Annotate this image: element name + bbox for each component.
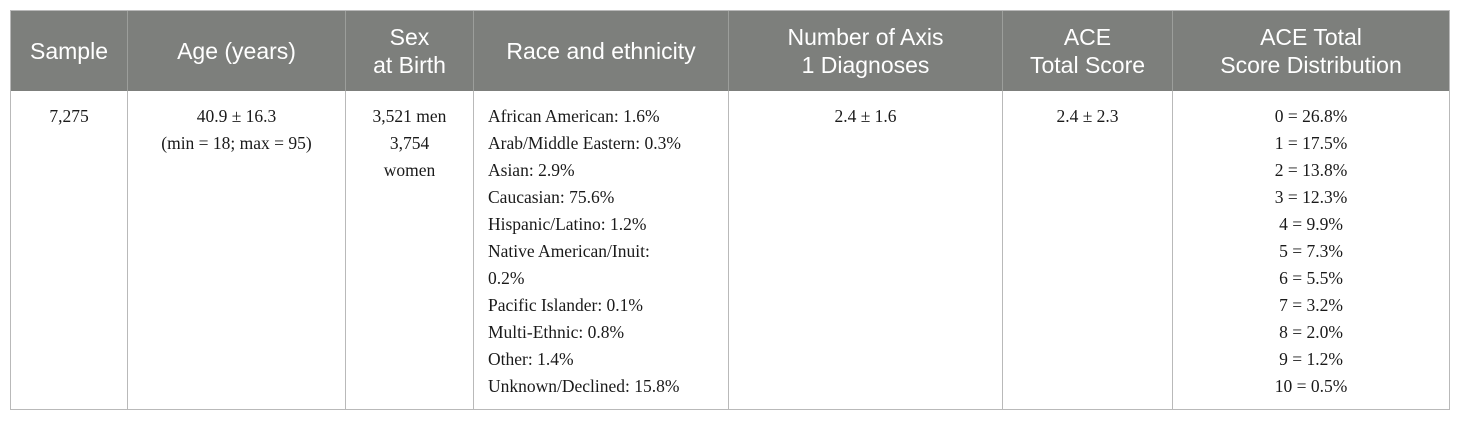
cell-age: 40.9 ± 16.3 (min = 18; max = 95)	[128, 91, 346, 409]
age-mean-sd: 40.9 ± 16.3	[196, 106, 277, 126]
race-item: Asian: 2.9%	[488, 160, 575, 180]
table-row: 7,275 40.9 ± 16.3 (min = 18; max = 95) 3…	[11, 91, 1449, 409]
sex-men: 3,521 men	[372, 106, 447, 126]
header-ace-score-distribution: ACE Total Score Distribution	[1220, 24, 1402, 78]
cell-ace-distribution: 0 = 26.8% 1 = 17.5% 2 = 13.8% 3 = 12.3% …	[1173, 91, 1449, 409]
header-race-ethnicity: Race and ethnicity	[474, 11, 729, 91]
ace-dist-item: 10 = 0.5%	[1274, 376, 1348, 396]
race-item: Unknown/Declined: 15.8%	[488, 376, 680, 396]
header-sample: Sample	[11, 11, 128, 91]
ace-dist-item: 9 = 1.2%	[1279, 349, 1343, 369]
ace-dist-item: 0 = 26.8%	[1274, 106, 1348, 126]
age-range: (min = 18; max = 95)	[161, 133, 312, 153]
cell-sample: 7,275	[11, 91, 128, 409]
ace-dist-item: 4 = 9.9%	[1279, 214, 1343, 234]
race-item: Pacific Islander: 0.1%	[488, 295, 644, 315]
race-item: Caucasian: 75.6%	[488, 187, 615, 207]
ace-dist-item: 2 = 13.8%	[1274, 160, 1348, 180]
ace-dist-item: 8 = 2.0%	[1279, 322, 1343, 342]
ace-dist-item: 5 = 7.3%	[1279, 241, 1343, 261]
header-axis1-diagnoses: Number of Axis 1 Diagnoses	[729, 11, 1003, 91]
cell-axis1: 2.4 ± 1.6	[729, 91, 1003, 409]
table-header-row: Sample Age (years) Sex at Birth Race and…	[11, 11, 1449, 91]
race-item: Arab/Middle Eastern: 0.3%	[488, 133, 681, 153]
sex-women-count: 3,754	[389, 133, 430, 153]
axis1-value: 2.4 ± 1.6	[834, 106, 897, 126]
demographics-table: Sample Age (years) Sex at Birth Race and…	[10, 10, 1450, 410]
cell-ace-total: 2.4 ± 2.3	[1003, 91, 1173, 409]
ace-dist-item: 7 = 3.2%	[1279, 295, 1343, 315]
ace-dist-item: 1 = 17.5%	[1274, 133, 1348, 153]
sample-value: 7,275	[49, 106, 89, 126]
race-item: Native American/Inuit:	[488, 241, 650, 261]
race-item: Other: 1.4%	[488, 349, 574, 369]
race-item: African American: 1.6%	[488, 106, 660, 126]
cell-sex: 3,521 men 3,754 women	[346, 91, 474, 409]
ace-dist-item: 3 = 12.3%	[1274, 187, 1348, 207]
sex-women-label: women	[383, 160, 436, 180]
header-sex-at-birth: Sex at Birth	[346, 11, 474, 91]
header-age: Age (years)	[128, 11, 346, 91]
cell-race: African American: 1.6% Arab/Middle Easte…	[474, 91, 729, 409]
race-item: Multi-Ethnic: 0.8%	[488, 322, 625, 342]
race-item: 0.2%	[488, 268, 525, 288]
ace-dist-item: 6 = 5.5%	[1279, 268, 1343, 288]
header-ace-total-score: ACE Total Score	[1003, 11, 1173, 91]
ace-total-value: 2.4 ± 2.3	[1056, 106, 1119, 126]
race-item: Hispanic/Latino: 1.2%	[488, 214, 647, 234]
